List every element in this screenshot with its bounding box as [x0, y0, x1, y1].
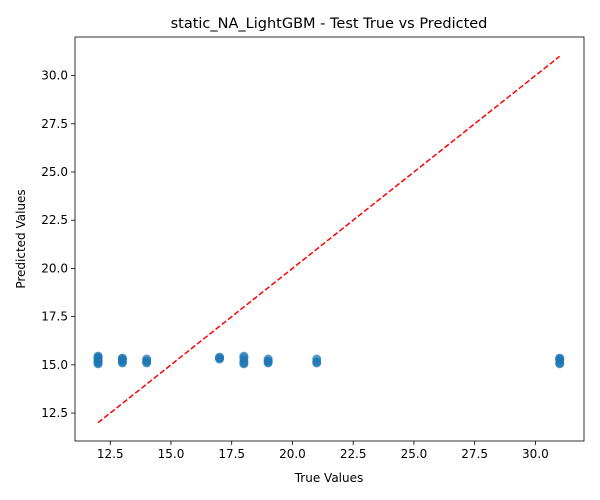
x-tick-label: 17.5 — [218, 447, 245, 461]
chart-title: static_NA_LightGBM - Test True vs Predic… — [171, 16, 488, 32]
x-tick-label: 30.0 — [522, 447, 549, 461]
y-tick-label: 17.5 — [41, 310, 68, 324]
x-tick-label: 27.5 — [461, 447, 488, 461]
y-tick-label: 27.5 — [41, 117, 68, 131]
scatter-points — [93, 351, 565, 369]
y-tick-label: 15.0 — [41, 358, 68, 372]
y-tick-label: 25.0 — [41, 165, 68, 179]
y-axis-label: Predicted Values — [14, 189, 28, 288]
y-tick-label: 22.5 — [41, 213, 68, 227]
data-point — [312, 358, 322, 368]
x-axis-label: True Values — [294, 471, 364, 485]
data-point — [142, 358, 152, 368]
data-point — [93, 359, 103, 369]
y-axis-ticks: 12.5 15.0 17.5 20.0 22.5 25.0 27.5 30.0 — [41, 69, 75, 420]
y-tick-label: 12.5 — [41, 406, 68, 420]
data-point — [555, 359, 565, 369]
identity-reference-line — [97, 55, 561, 424]
x-tick-label: 22.5 — [340, 447, 367, 461]
data-point — [117, 358, 127, 368]
data-point — [263, 358, 273, 368]
x-tick-label: 25.0 — [401, 447, 428, 461]
data-point — [215, 354, 225, 364]
data-point — [239, 359, 249, 369]
x-axis-ticks: 12.5 15.0 17.5 20.0 22.5 25.0 27.5 30.0 — [97, 441, 549, 461]
x-tick-label: 20.0 — [279, 447, 306, 461]
y-tick-label: 30.0 — [41, 69, 68, 83]
y-tick-label: 20.0 — [41, 261, 68, 275]
plot-area-frame — [74, 36, 585, 442]
x-tick-label: 12.5 — [97, 447, 124, 461]
x-tick-label: 15.0 — [158, 447, 185, 461]
